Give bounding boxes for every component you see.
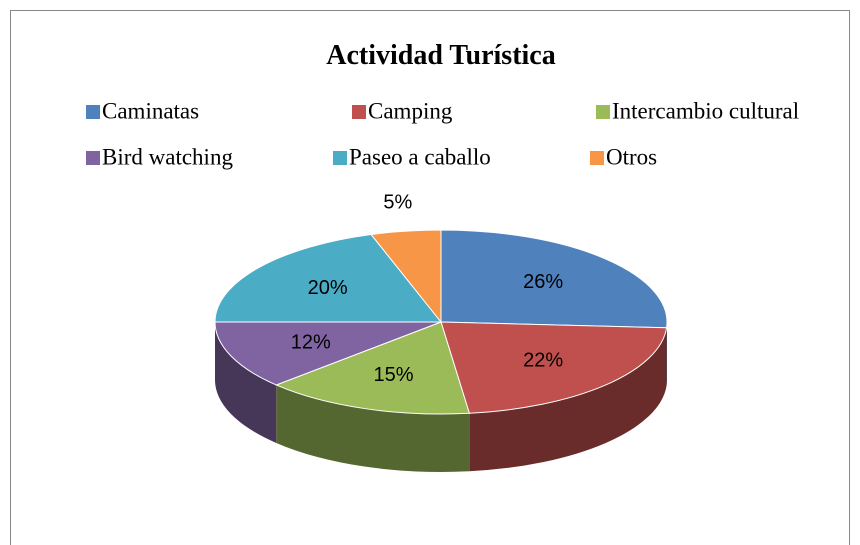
slice-side: [215, 322, 277, 443]
chart-title: Actividad Turística: [326, 40, 555, 71]
legend-swatch: [590, 151, 604, 165]
slice: [274, 321, 470, 415]
legend-label: Intercambio cultural: [612, 98, 799, 123]
legend-swatch: [86, 151, 100, 165]
legend: Caminatas Camping Intercambio cultural Bird…: [86, 98, 799, 169]
data-label: 22%: [523, 349, 563, 371]
slice: [214, 233, 443, 323]
data-label: 26%: [523, 271, 563, 293]
data-labels: 26% 22% 15% 12% 20% 5%: [291, 191, 564, 386]
legend-label: Otros: [606, 144, 657, 169]
pie-tops: [214, 229, 668, 415]
legend-swatch: [352, 105, 366, 119]
slice: [440, 229, 668, 329]
data-label: 20%: [308, 277, 348, 299]
legend-swatch: [86, 105, 100, 119]
legend-swatch: [333, 151, 347, 165]
legend-label: Camping: [368, 98, 453, 123]
slice-side: [469, 327, 667, 472]
pie-sides: [215, 322, 667, 473]
legend-label: Paseo a caballo: [349, 144, 491, 169]
data-label: 15%: [374, 364, 414, 386]
slice: [370, 229, 442, 324]
data-label: 5%: [383, 191, 412, 213]
slice-side: [276, 384, 470, 473]
slice: [440, 321, 668, 414]
legend-label: Bird watching: [102, 144, 233, 169]
legend-swatch: [596, 105, 610, 119]
legend-label: Caminatas: [102, 98, 199, 123]
slice: [214, 321, 442, 386]
data-label: 12%: [291, 331, 331, 353]
